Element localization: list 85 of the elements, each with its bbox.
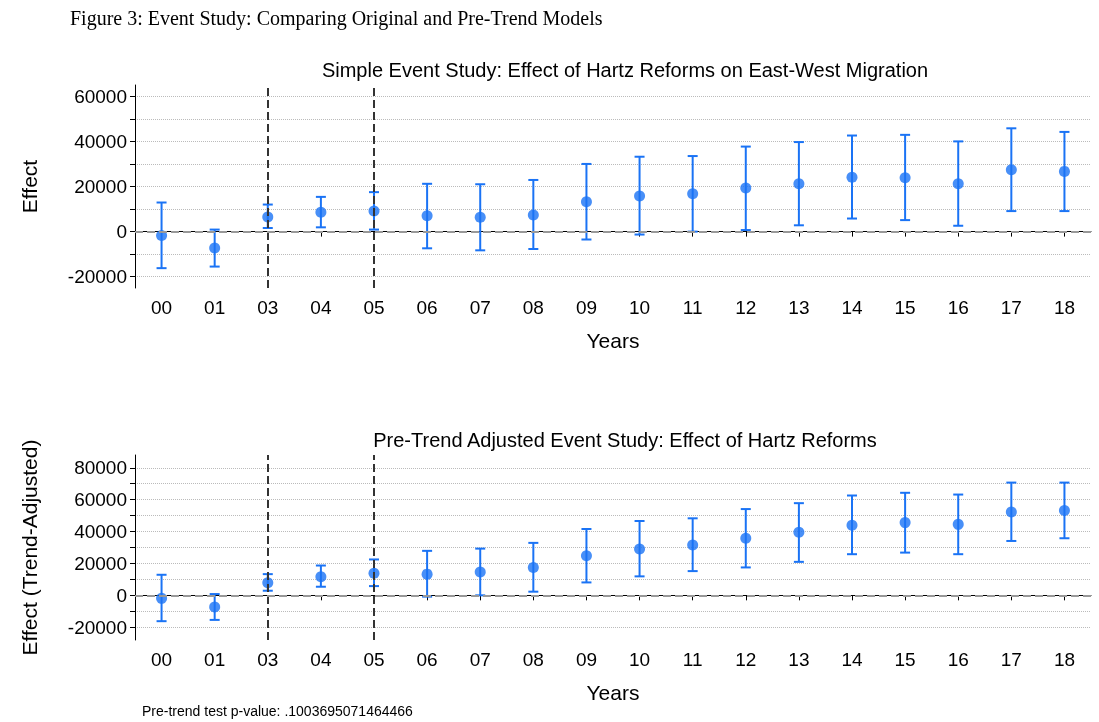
x-tick-label: 04	[310, 649, 332, 670]
point	[209, 242, 221, 254]
point	[899, 517, 911, 529]
x-tick-label: 07	[469, 649, 491, 670]
x-tick-label: 03	[257, 297, 279, 318]
point	[421, 210, 433, 222]
x-tick-label: 14	[841, 649, 863, 670]
x-tick-label: 06	[416, 649, 438, 670]
x-tick-label: 17	[1000, 297, 1022, 318]
y-tick-label: 60000	[74, 489, 127, 511]
x-axis-title: Years	[586, 329, 640, 352]
y-tick-label: 0	[116, 221, 127, 243]
point	[687, 539, 699, 551]
x-tick-label: 06	[416, 297, 438, 318]
point	[315, 206, 327, 218]
caption: Figure 3: Event Study: Comparing Original and Pre-Trend Models	[70, 7, 603, 30]
point	[952, 178, 964, 190]
x-tick-label: 01	[204, 649, 226, 670]
x-tick-label: 12	[735, 297, 757, 318]
x-tick-label: 04	[310, 297, 332, 318]
x-tick-label: 18	[1053, 297, 1076, 318]
x-tick-label: 13	[788, 297, 810, 318]
point	[793, 178, 805, 190]
x-tick-label: 13	[788, 649, 810, 670]
point	[634, 543, 646, 555]
x-tick-label: 14	[841, 297, 863, 318]
y-tick-label: 60000	[74, 85, 127, 107]
x-tick-label: 00	[150, 297, 173, 318]
x-tick-label: 12	[735, 649, 757, 670]
point	[315, 571, 327, 583]
x-tick-label: 10	[628, 297, 651, 318]
point	[209, 601, 221, 613]
x-tick-label: 05	[363, 649, 385, 670]
point	[527, 209, 539, 221]
point	[846, 519, 858, 531]
point	[952, 518, 964, 530]
x-tick-label: 18	[1053, 649, 1076, 670]
x-tick-label: 15	[894, 297, 916, 318]
x-tick-label: 17	[1000, 649, 1022, 670]
x-tick-label: 11	[682, 297, 703, 318]
point	[474, 211, 486, 223]
x-tick-label: 10	[628, 649, 651, 670]
point	[793, 526, 805, 538]
x-tick-label: 05	[363, 297, 385, 318]
y-axis-title: Effect (Trend-Adjusted)	[18, 439, 41, 656]
point	[1005, 164, 1017, 176]
x-axis-title: Years	[586, 681, 640, 704]
point	[740, 532, 752, 544]
point	[580, 550, 592, 562]
point	[1058, 165, 1070, 177]
point	[580, 196, 592, 208]
y-tick-label: -20000	[67, 266, 127, 288]
chart-title: Simple Event Study: Effect of Hartz Reforms on East-West Migration	[321, 59, 929, 81]
point	[1058, 505, 1070, 516]
y-tick-label: 20000	[74, 176, 127, 197]
point	[421, 568, 433, 580]
x-tick-label: 03	[257, 649, 279, 670]
y-tick-label: 0	[116, 584, 127, 606]
x-tick-label: 09	[575, 297, 598, 318]
point	[740, 182, 752, 194]
point	[527, 561, 539, 573]
text: Pre-trend test p-value: .1003695071464466	[142, 703, 414, 719]
chart-title: Pre-Trend Adjusted Event Study: Effect of Hartz Reforms	[373, 429, 877, 451]
x-tick-label: 08	[522, 297, 544, 318]
y-tick-label: -20000	[67, 616, 127, 638]
y-axis-title: Effect	[18, 159, 41, 214]
x-tick-label: 16	[947, 297, 969, 318]
x-tick-label: 15	[894, 649, 916, 670]
point	[846, 171, 858, 183]
x-tick-label: 11	[682, 649, 703, 670]
y-tick-label: 40000	[74, 521, 127, 543]
x-tick-label: 16	[947, 649, 969, 670]
x-tick-label: 01	[204, 297, 226, 318]
y-tick-label: 20000	[74, 552, 127, 574]
y-tick-label: 40000	[74, 130, 127, 152]
point	[634, 190, 646, 202]
x-tick-label: 08	[522, 649, 544, 670]
x-tick-label: 07	[469, 297, 491, 318]
y-tick-label: 80000	[74, 457, 127, 479]
point	[474, 566, 486, 578]
point	[687, 188, 699, 200]
x-tick-label: 09	[575, 649, 598, 670]
point	[1005, 506, 1017, 518]
point	[899, 172, 911, 184]
x-tick-label: 00	[150, 649, 173, 670]
